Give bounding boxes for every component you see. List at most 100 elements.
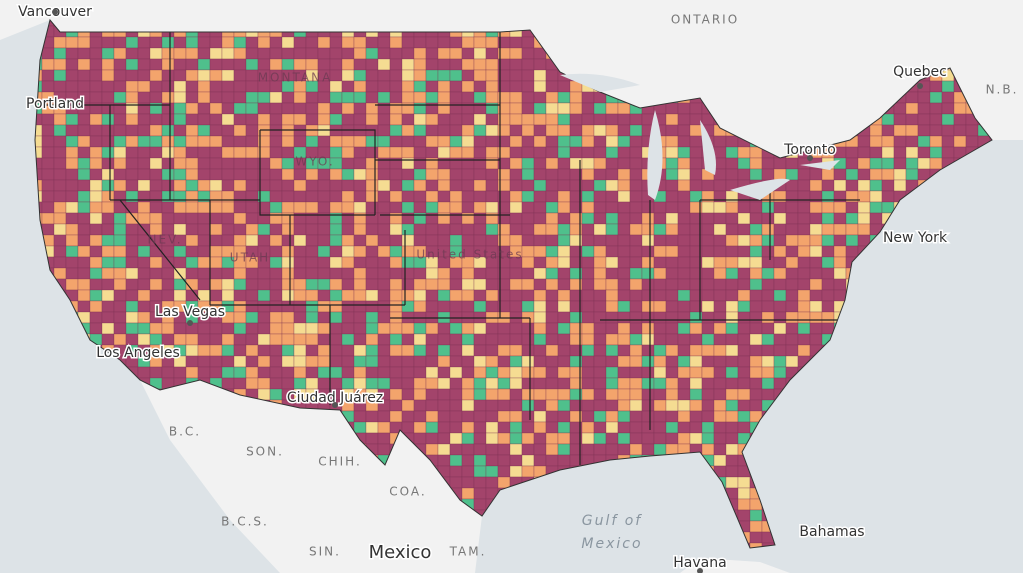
county	[161, 322, 175, 335]
county	[125, 113, 139, 126]
county	[137, 58, 151, 71]
county	[353, 366, 367, 379]
county	[785, 234, 799, 247]
county	[581, 344, 595, 357]
county	[461, 421, 475, 434]
county	[329, 36, 343, 49]
county	[581, 245, 595, 258]
county	[341, 311, 355, 324]
county	[605, 113, 619, 126]
county	[533, 289, 547, 302]
county	[425, 366, 439, 379]
county	[473, 113, 487, 126]
county	[473, 388, 487, 401]
county	[377, 245, 391, 258]
county	[473, 465, 487, 478]
county	[305, 168, 319, 181]
county	[197, 179, 211, 192]
county	[257, 267, 271, 280]
county	[233, 278, 247, 291]
county	[557, 179, 571, 192]
county	[605, 421, 619, 434]
county	[293, 344, 307, 357]
county	[461, 410, 475, 423]
county	[305, 300, 319, 313]
county	[209, 80, 223, 93]
county	[485, 344, 499, 357]
county	[401, 69, 415, 82]
county	[461, 278, 475, 291]
county	[557, 234, 571, 247]
county	[545, 278, 559, 291]
county	[389, 399, 403, 412]
county	[533, 124, 547, 137]
county	[449, 355, 463, 368]
county	[413, 201, 427, 214]
county	[281, 36, 295, 49]
county	[137, 91, 151, 104]
county	[521, 102, 535, 115]
county	[581, 278, 595, 291]
county	[401, 168, 415, 181]
county	[449, 179, 463, 192]
county	[377, 234, 391, 247]
county	[425, 234, 439, 247]
county	[653, 377, 667, 390]
county	[233, 311, 247, 324]
county	[293, 102, 307, 115]
county	[485, 399, 499, 412]
county	[197, 267, 211, 280]
county	[461, 135, 475, 148]
county	[485, 443, 499, 456]
county	[545, 454, 559, 467]
county	[737, 333, 751, 346]
county	[89, 278, 103, 291]
county	[173, 179, 187, 192]
county	[653, 311, 667, 324]
county	[557, 256, 571, 269]
county	[149, 168, 163, 181]
county	[557, 168, 571, 181]
county	[665, 377, 679, 390]
county	[185, 344, 199, 357]
county	[293, 36, 307, 49]
county	[473, 146, 487, 159]
county	[77, 234, 91, 247]
county	[761, 267, 775, 280]
county	[521, 58, 535, 71]
county	[617, 223, 631, 236]
county	[461, 300, 475, 313]
county	[641, 388, 655, 401]
county	[41, 179, 55, 192]
county	[209, 135, 223, 148]
county	[725, 399, 739, 412]
county	[713, 322, 727, 335]
county	[173, 124, 187, 137]
county	[401, 410, 415, 423]
county	[149, 91, 163, 104]
county	[461, 69, 475, 82]
county	[641, 432, 655, 445]
county	[641, 344, 655, 357]
county	[629, 190, 643, 203]
county	[473, 267, 487, 280]
county	[365, 344, 379, 357]
place-label: United States	[416, 248, 523, 262]
county	[629, 388, 643, 401]
county	[389, 267, 403, 280]
county	[617, 421, 631, 434]
county	[701, 344, 715, 357]
county	[869, 212, 883, 225]
county	[185, 355, 199, 368]
county	[233, 267, 247, 280]
county	[257, 322, 271, 335]
county	[269, 223, 283, 236]
county	[341, 157, 355, 170]
county	[329, 355, 343, 368]
county	[401, 201, 415, 214]
county	[509, 410, 523, 423]
county	[233, 168, 247, 181]
county	[389, 366, 403, 379]
county	[245, 157, 259, 170]
county	[305, 58, 319, 71]
